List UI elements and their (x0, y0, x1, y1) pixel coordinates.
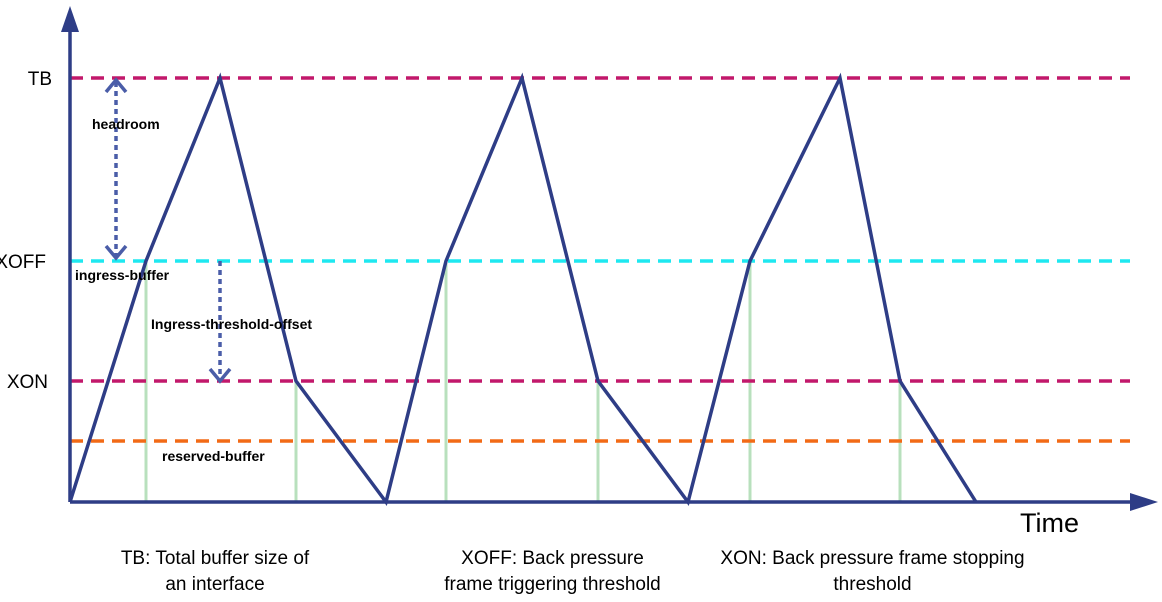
headroom-dimension-arrow (104, 77, 128, 261)
ingress-threshold-offset-arrow (208, 261, 232, 384)
headroom-label: headroom (92, 116, 160, 132)
buffer-waveform (68, 72, 978, 507)
reserved-buffer-label: reserved-buffer (162, 448, 265, 464)
x-axis-arrowhead (1130, 493, 1158, 511)
xon-definition-caption: XON: Back pressure frame stopping thresh… (720, 548, 1025, 595)
tb-level-label: TB (28, 69, 52, 90)
tb-definition-caption: TB: Total buffer size of an interface (120, 548, 310, 595)
ingress-threshold-offset-label: Ingress-threshold-offset (151, 316, 312, 332)
x-axis (70, 493, 1158, 511)
y-axis-arrowhead (61, 6, 79, 32)
x-axis-label: Time (1020, 508, 1079, 538)
y-axis (61, 6, 79, 502)
xoff-definition-caption: XOFF: Back pressure frame triggering thr… (444, 548, 661, 595)
xoff-level-label: XOFF (0, 252, 46, 273)
ingress-buffer-label: ingress-buffer (75, 267, 170, 283)
xon-level-label: XON (7, 372, 48, 393)
